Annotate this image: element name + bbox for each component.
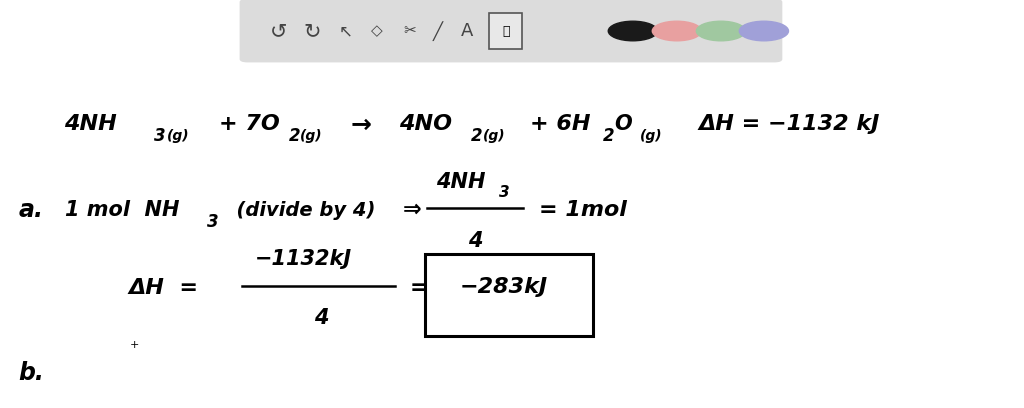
Text: (g): (g)	[640, 129, 663, 143]
Text: + 6H: + 6H	[530, 114, 591, 135]
Text: ◇: ◇	[371, 24, 383, 38]
Text: 4NH: 4NH	[65, 114, 118, 135]
Text: ΔH  =: ΔH =	[128, 277, 198, 298]
Text: ↺: ↺	[269, 21, 288, 41]
Text: 3: 3	[207, 213, 218, 231]
Text: 3: 3	[499, 186, 509, 200]
Circle shape	[652, 21, 701, 41]
Text: A: A	[461, 22, 473, 40]
Text: ╱: ╱	[432, 21, 442, 41]
Text: 2: 2	[471, 127, 482, 145]
Text: (g): (g)	[300, 129, 323, 143]
Text: ΔH = −1132 kJ: ΔH = −1132 kJ	[698, 114, 880, 135]
Text: + 7O: + 7O	[219, 114, 280, 135]
Text: =: =	[410, 277, 428, 298]
Text: (g): (g)	[483, 129, 506, 143]
Text: −283kJ: −283kJ	[460, 277, 548, 297]
Text: +: +	[130, 340, 139, 350]
Text: (divide by 4): (divide by 4)	[223, 201, 376, 220]
FancyBboxPatch shape	[425, 254, 593, 336]
Text: a.: a.	[18, 198, 43, 222]
Text: 2: 2	[603, 127, 614, 145]
Text: ✂: ✂	[403, 24, 416, 38]
Text: 4NO: 4NO	[399, 114, 453, 135]
Text: →: →	[350, 113, 372, 136]
Text: 4: 4	[314, 308, 329, 328]
Text: 4NH: 4NH	[436, 171, 485, 192]
Circle shape	[608, 21, 657, 41]
Text: ↻: ↻	[303, 21, 322, 41]
FancyBboxPatch shape	[240, 0, 782, 62]
Text: 4: 4	[468, 231, 482, 251]
Text: 2: 2	[289, 127, 300, 145]
Circle shape	[696, 21, 745, 41]
Text: O: O	[614, 114, 632, 135]
Text: 3: 3	[154, 127, 165, 145]
Text: ↖: ↖	[338, 22, 352, 40]
Text: 1 mol  NH: 1 mol NH	[65, 200, 179, 220]
Text: = 1mol: = 1mol	[539, 200, 627, 220]
Text: ⛰: ⛰	[496, 24, 504, 38]
Text: ⇒: ⇒	[402, 200, 421, 220]
Circle shape	[739, 21, 788, 41]
Text: 🏔: 🏔	[502, 24, 510, 38]
Text: b.: b.	[18, 361, 44, 385]
Text: (g): (g)	[167, 129, 189, 143]
Bar	[489, 13, 522, 49]
Text: −1132kJ: −1132kJ	[255, 249, 352, 269]
